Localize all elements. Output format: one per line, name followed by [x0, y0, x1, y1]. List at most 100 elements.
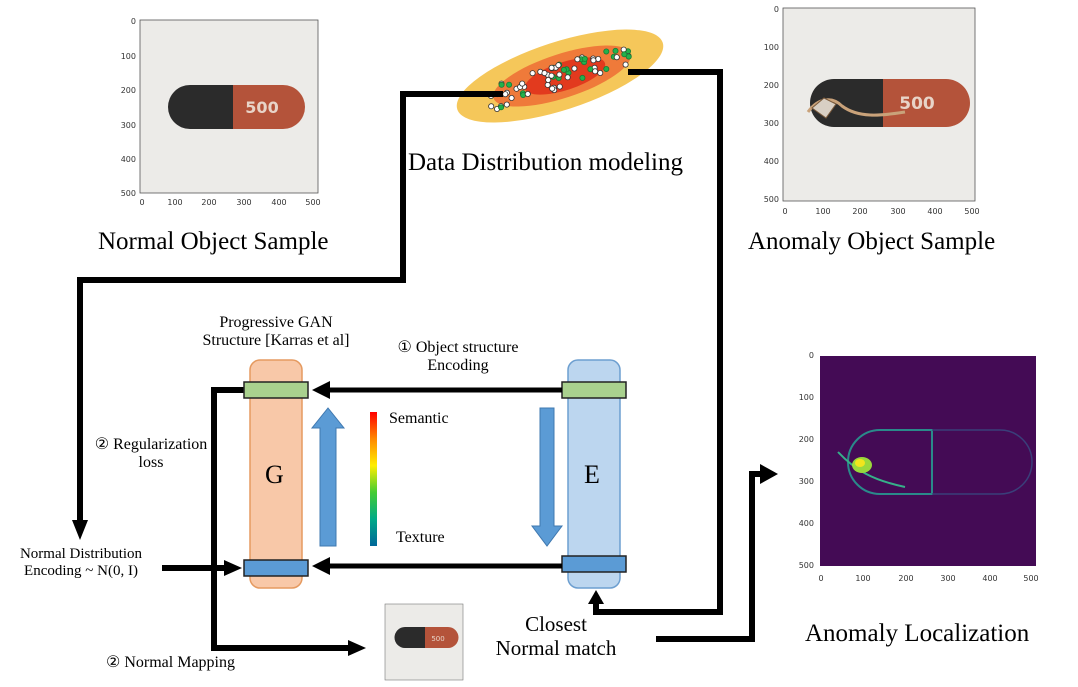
- regularization-line1: ② Regularization: [94, 436, 208, 453]
- encoding-arrows: [312, 381, 562, 575]
- generator-top-layer: [243, 381, 309, 399]
- sample-dot: [503, 101, 510, 108]
- data-distribution-label: Data Distribution modeling: [408, 149, 683, 176]
- svg-text:0: 0: [139, 198, 144, 207]
- normal-mapping-thumbnail: 500: [384, 603, 464, 681]
- svg-text:200: 200: [201, 198, 216, 207]
- sample-dot: [498, 81, 505, 88]
- svg-text:500: 500: [764, 195, 779, 204]
- sample-dot: [560, 66, 567, 73]
- regularization-line2: loss: [138, 454, 164, 472]
- svg-text:100: 100: [167, 198, 182, 207]
- sample-dot: [579, 74, 586, 81]
- svg-text:500: 500: [121, 189, 136, 198]
- sample-dot: [541, 70, 548, 77]
- svg-text:400: 400: [799, 519, 814, 528]
- sample-dot: [622, 61, 629, 68]
- svg-text:0: 0: [131, 17, 136, 26]
- normal-sample-label: Normal Object Sample: [98, 228, 329, 255]
- sample-dot: [592, 68, 599, 75]
- svg-text:100: 100: [815, 207, 830, 216]
- sample-dot: [595, 56, 602, 63]
- progressive-gan-line2: Structure [Karras et al]: [202, 332, 350, 350]
- svg-text:300: 300: [764, 119, 779, 128]
- anomaly-heatmap: 0 100 200 300 400 500 0 100 200 300 400 …: [799, 351, 1039, 583]
- svg-text:200: 200: [898, 574, 913, 583]
- normal-distribution-line1: Normal Distribution: [19, 546, 143, 562]
- arrow-head: [72, 520, 88, 540]
- sample-dot: [529, 70, 536, 77]
- svg-text:500: 500: [899, 94, 935, 114]
- closest-match-line2: Normal match: [495, 636, 617, 661]
- encoder-label: E: [584, 460, 600, 489]
- sample-dot: [545, 77, 552, 84]
- distribution-blob: [456, 29, 664, 123]
- encoder-block: [561, 359, 627, 589]
- anomaly-localization-label: Anomaly Localization: [805, 620, 1030, 647]
- sample-dot: [564, 74, 571, 81]
- svg-text:100: 100: [799, 393, 814, 402]
- svg-text:300: 300: [121, 121, 136, 130]
- svg-text:200: 200: [799, 435, 814, 444]
- sample-dot: [544, 81, 551, 88]
- sample-dot: [488, 103, 495, 110]
- svg-text:500: 500: [431, 635, 444, 643]
- sample-dot: [549, 85, 556, 92]
- svg-text:400: 400: [121, 155, 136, 164]
- svg-text:100: 100: [121, 52, 136, 61]
- upward-arrow: [310, 407, 346, 547]
- generator-label: G: [265, 460, 284, 489]
- encoder-bottom-layer: [561, 555, 627, 573]
- sample-dot: [519, 80, 526, 87]
- normal-mapping-label: ② Normal Mapping: [106, 654, 235, 671]
- semantic-label: Semantic: [389, 410, 449, 427]
- closest-match-line1: Closest: [525, 612, 587, 636]
- sample-dot: [621, 51, 628, 58]
- sample-dot: [613, 54, 620, 61]
- svg-text:400: 400: [764, 157, 779, 166]
- closest-match-label: Closest Normal match: [486, 612, 626, 660]
- sample-dot: [548, 64, 555, 71]
- svg-text:500: 500: [305, 198, 320, 207]
- sample-dot: [603, 48, 610, 55]
- encoder-top-layer: [561, 381, 627, 399]
- normal-distribution-label: Normal Distribution Encoding ~ N(0, I): [4, 546, 158, 581]
- svg-text:0: 0: [809, 351, 814, 360]
- svg-text:200: 200: [852, 207, 867, 216]
- sample-dot: [556, 71, 563, 78]
- flow-connectors: [77, 69, 762, 651]
- sample-dot: [597, 70, 604, 77]
- svg-text:400: 400: [982, 574, 997, 583]
- sample-dot: [581, 55, 588, 62]
- sample-dot: [524, 91, 531, 98]
- regularization-label: ② Regularization loss: [84, 436, 218, 473]
- arrow-head: [348, 640, 366, 656]
- sample-dot: [603, 66, 610, 73]
- sample-dot: [556, 83, 563, 90]
- normal-sample-image: 500 0 100 200 300 400 500 0 100 200 300 …: [121, 17, 321, 207]
- arrow-head: [760, 464, 778, 484]
- svg-text:0: 0: [782, 207, 787, 216]
- progressive-gan-label: Progressive GAN Structure [Karras et al]: [196, 314, 356, 351]
- sample-dot: [590, 57, 597, 64]
- anomaly-sample-label: Anomaly Object Sample: [748, 228, 996, 255]
- generator-block: [243, 359, 309, 589]
- sample-dot: [508, 95, 515, 102]
- svg-text:500: 500: [964, 207, 979, 216]
- svg-text:400: 400: [927, 207, 942, 216]
- svg-text:300: 300: [236, 198, 251, 207]
- svg-text:200: 200: [764, 81, 779, 90]
- svg-text:400: 400: [271, 198, 286, 207]
- sample-dot: [555, 62, 562, 69]
- arrow-head: [224, 560, 242, 576]
- downward-arrow: [531, 407, 563, 547]
- svg-text:0: 0: [818, 574, 823, 583]
- sample-dot: [571, 65, 578, 72]
- progressive-gan-line1: Progressive GAN: [219, 314, 333, 331]
- sample-dot: [498, 104, 505, 111]
- object-structure-line1: ① Object structure: [397, 339, 519, 356]
- sample-dot: [506, 81, 513, 88]
- normal-distribution-line2: Encoding ~ N(0, I): [24, 563, 138, 580]
- svg-text:100: 100: [764, 43, 779, 52]
